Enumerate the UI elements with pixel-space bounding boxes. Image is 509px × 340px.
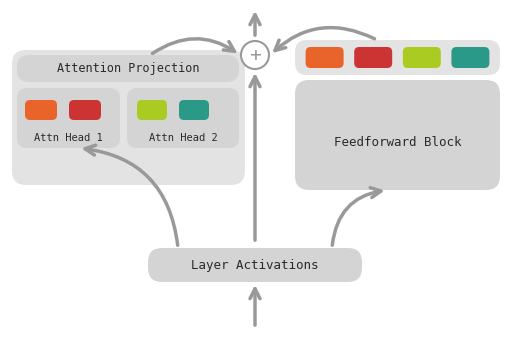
Text: Attn Head 2: Attn Head 2 xyxy=(148,133,217,143)
FancyBboxPatch shape xyxy=(12,50,244,185)
FancyBboxPatch shape xyxy=(17,55,239,82)
FancyBboxPatch shape xyxy=(127,88,239,148)
FancyBboxPatch shape xyxy=(17,88,120,148)
Text: Attention Projection: Attention Projection xyxy=(56,62,199,75)
Text: Attn Head 1: Attn Head 1 xyxy=(34,133,103,143)
Text: Feedforward Block: Feedforward Block xyxy=(333,136,460,150)
FancyBboxPatch shape xyxy=(450,47,489,68)
FancyBboxPatch shape xyxy=(69,100,101,120)
FancyBboxPatch shape xyxy=(294,40,499,75)
Text: Layer Activations: Layer Activations xyxy=(191,258,318,272)
FancyBboxPatch shape xyxy=(305,47,343,68)
FancyBboxPatch shape xyxy=(354,47,391,68)
Text: +: + xyxy=(248,46,261,65)
FancyBboxPatch shape xyxy=(25,100,57,120)
FancyBboxPatch shape xyxy=(402,47,440,68)
FancyBboxPatch shape xyxy=(137,100,166,120)
Circle shape xyxy=(241,41,268,69)
FancyBboxPatch shape xyxy=(148,248,361,282)
FancyBboxPatch shape xyxy=(179,100,209,120)
FancyBboxPatch shape xyxy=(294,80,499,190)
